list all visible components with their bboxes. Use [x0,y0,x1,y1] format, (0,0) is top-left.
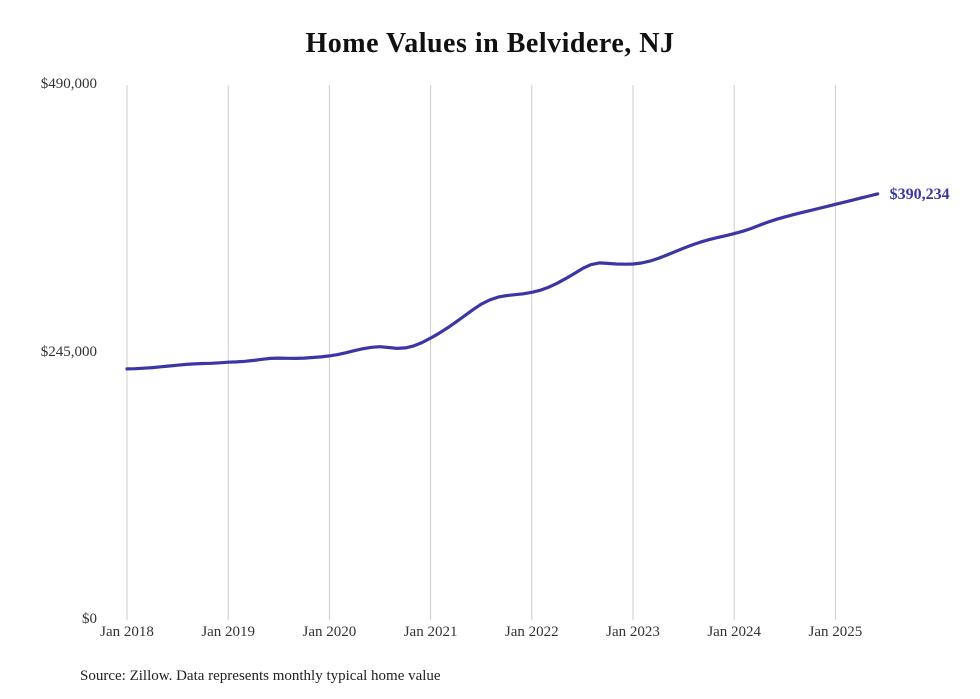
end-value-label: $390,234 [890,186,950,203]
source-note: Source: Zillow. Data represents monthly … [80,668,441,684]
y-tick-label: $0 [82,611,97,627]
chart-title: Home Values in Belvidere, NJ [305,28,675,59]
x-tick-label: Jan 2021 [403,624,458,640]
x-tick-label: Jan 2024 [707,624,762,640]
x-tick-label: Jan 2023 [606,624,660,640]
x-tick-label: Jan 2025 [808,624,863,640]
x-tick-label: Jan 2020 [302,624,357,640]
x-tick-label: Jan 2019 [201,624,256,640]
x-tick-label: Jan 2018 [100,624,154,640]
home-value-line [125,192,880,371]
x-tick-label: Jan 2022 [504,624,559,640]
y-tick-label: $490,000 [40,76,97,92]
y-tick-label: $245,000 [40,343,97,360]
